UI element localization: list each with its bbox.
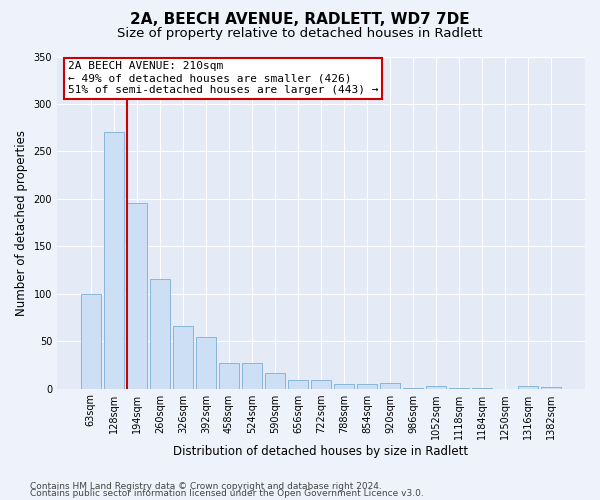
Bar [127, 202, 146, 388]
Bar [357, 384, 377, 388]
Bar [173, 326, 193, 388]
Bar [265, 374, 285, 388]
Text: 2A BEECH AVENUE: 210sqm
← 49% of detached houses are smaller (426)
51% of semi-d: 2A BEECH AVENUE: 210sqm ← 49% of detache… [68, 62, 378, 94]
Text: Contains public sector information licensed under the Open Government Licence v3: Contains public sector information licen… [30, 490, 424, 498]
Bar [81, 294, 101, 388]
Bar [541, 386, 561, 388]
Bar [311, 380, 331, 388]
Bar [380, 383, 400, 388]
Bar [104, 132, 124, 388]
Bar [288, 380, 308, 388]
Bar [334, 384, 354, 388]
Text: Size of property relative to detached houses in Radlett: Size of property relative to detached ho… [117, 28, 483, 40]
Y-axis label: Number of detached properties: Number of detached properties [15, 130, 28, 316]
Text: Contains HM Land Registry data © Crown copyright and database right 2024.: Contains HM Land Registry data © Crown c… [30, 482, 382, 491]
Bar [196, 338, 216, 388]
Bar [150, 280, 170, 388]
Bar [242, 363, 262, 388]
Bar [427, 386, 446, 388]
Text: 2A, BEECH AVENUE, RADLETT, WD7 7DE: 2A, BEECH AVENUE, RADLETT, WD7 7DE [130, 12, 470, 28]
Bar [219, 363, 239, 388]
Bar [518, 386, 538, 388]
X-axis label: Distribution of detached houses by size in Radlett: Distribution of detached houses by size … [173, 444, 469, 458]
